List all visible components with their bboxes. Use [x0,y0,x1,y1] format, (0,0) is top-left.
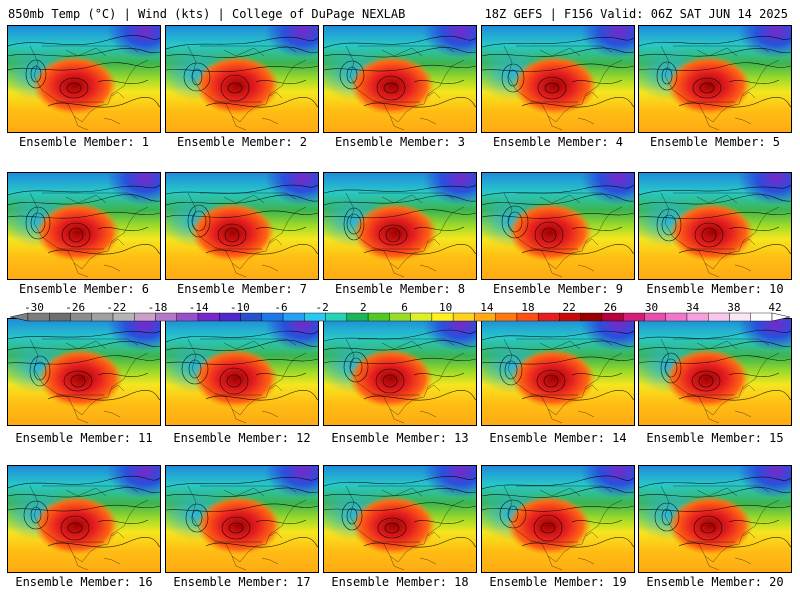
colorbar-swatch [431,312,454,322]
ensemble-member-map [165,318,319,426]
colorbar-tick-label: -2 [316,301,329,314]
ensemble-member-caption: Ensemble Member: 20 [646,575,784,589]
ensemble-member-caption: Ensemble Member: 3 [334,135,466,149]
ensemble-member-map [7,25,161,133]
colorbar-swatch [495,312,518,322]
colorbar-swatch [367,312,390,322]
colorbar-swatch [389,312,411,322]
ensemble-member-map [638,318,792,426]
ensemble-member-map [481,318,635,426]
colorbar-swatch [474,312,496,322]
ensemble-member-map [323,318,477,426]
ensemble-member-map [7,465,161,573]
map-title: 850mb Temp (°C) | Wind (kts) | College o… [8,7,406,21]
colorbar-swatch [559,312,581,322]
ensemble-member-caption: Ensemble Member: 9 [492,282,624,296]
colorbar-swatch [261,312,284,322]
colorbar-swatch [644,312,666,322]
colorbar-swatch [197,312,220,322]
ensemble-member-caption: Ensemble Member: 18 [331,575,469,589]
colorbar-swatch [176,312,199,322]
colorbar-swatch [325,312,348,322]
colorbar-tick-label: 26 [604,301,617,314]
colorbar-tick-label: -6 [274,301,287,314]
colorbar-swatch [410,312,433,322]
colorbar-tick-label: -10 [230,301,250,314]
ensemble-member-map [7,172,161,280]
colorbar-tick-label: 6 [401,301,408,314]
ensemble-member-caption: Ensemble Member: 4 [492,135,624,149]
colorbar-swatch [580,312,603,322]
colorbar-swatch [537,312,560,322]
colorbar-tick-label: 18 [521,301,534,314]
ensemble-member-map [323,465,477,573]
ensemble-member-caption: Ensemble Member: 13 [331,431,469,445]
ensemble-member-map [638,25,792,133]
colorbar-tick-label: 30 [645,301,658,314]
colorbar-swatch [112,312,135,322]
colorbar-tick-label: 10 [439,301,452,314]
ensemble-member-caption: Ensemble Member: 8 [334,282,466,296]
colorbar-tick-label: -26 [65,301,85,314]
colorbar-tick-label: -30 [24,301,44,314]
colorbar-swatch [665,312,688,322]
colorbar-swatch [240,312,263,322]
colorbar-swatch [49,312,71,322]
colorbar-swatch [219,312,241,322]
ensemble-member-caption: Ensemble Member: 11 [15,431,153,445]
colorbar-tick-label: -18 [148,301,168,314]
colorbar-max-arrow [771,312,791,322]
colorbar-swatch [516,312,539,322]
colorbar-swatch [282,312,305,322]
colorbar-swatch [27,312,50,322]
colorbar-swatch [134,312,156,322]
ensemble-member-caption: Ensemble Member: 10 [646,282,784,296]
ensemble-member-caption: Ensemble Member: 7 [176,282,308,296]
colorbar-swatch [708,312,730,322]
ensemble-member-map [165,465,319,573]
colorbar-swatch [346,312,369,322]
colorbar-swatch [91,312,114,322]
colorbar-tick-label: 14 [480,301,494,314]
ensemble-member-map [638,172,792,280]
ensemble-member-map [165,172,319,280]
valid-time-label: 18Z GEFS | F156 Valid: 06Z SAT JUN 14 20… [484,7,788,21]
ensemble-member-map [481,465,635,573]
colorbar-min-arrow [9,312,29,322]
ensemble-member-map [7,318,161,426]
ensemble-member-caption: Ensemble Member: 17 [173,575,311,589]
ensemble-member-caption: Ensemble Member: 14 [489,431,627,445]
ensemble-member-map [165,25,319,133]
colorbar-swatch [750,312,773,322]
colorbar-swatch [304,312,326,322]
ensemble-member-caption: Ensemble Member: 2 [176,135,308,149]
colorbar-swatch [155,312,178,322]
ensemble-member-caption: Ensemble Member: 5 [649,135,781,149]
colorbar-swatch [601,312,624,322]
colorbar-swatch [729,312,751,322]
colorbar-swatch [70,312,92,322]
colorbar-tick-label: 34 [686,301,700,314]
ensemble-member-caption: Ensemble Member: 19 [489,575,627,589]
ensemble-member-map [638,465,792,573]
ensemble-member-map [323,172,477,280]
colorbar-tick-label: 38 [727,301,740,314]
ensemble-member-caption: Ensemble Member: 6 [18,282,150,296]
ensemble-member-caption: Ensemble Member: 16 [15,575,153,589]
temperature-colorbar: -30 -26 -22 -18 -14 -10 -6 -2 2 6 10 14 18 22 26 30 34 38… [9,301,791,322]
colorbar-tick-label: 42 [768,301,781,314]
colorbar-tick-label: -22 [106,301,126,314]
colorbar-tick-label: 22 [563,301,576,314]
ensemble-member-caption: Ensemble Member: 15 [646,431,784,445]
ensemble-member-caption: Ensemble Member: 12 [173,431,311,445]
colorbar-tick-label: 2 [360,301,367,314]
colorbar-tick-label: -14 [189,301,209,314]
ensemble-member-caption: Ensemble Member: 1 [18,135,150,149]
ensemble-member-map [323,25,477,133]
colorbar-swatch [686,312,709,322]
colorbar-swatch [452,312,475,322]
colorbar-swatch [623,312,645,322]
ensemble-member-map [481,25,635,133]
ensemble-member-map [481,172,635,280]
